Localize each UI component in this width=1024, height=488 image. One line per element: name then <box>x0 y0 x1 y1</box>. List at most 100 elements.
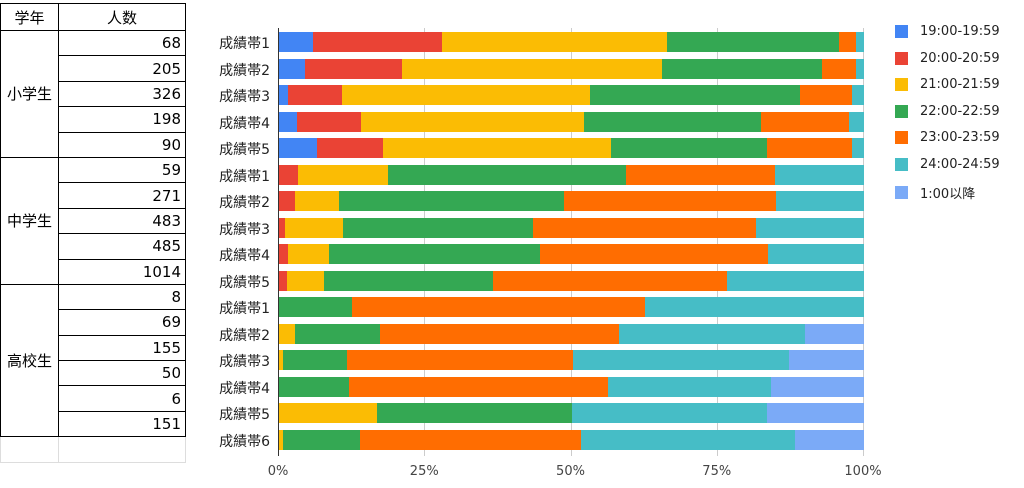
bar-segment[interactable] <box>855 58 864 79</box>
bar-segment[interactable] <box>283 350 347 370</box>
bar-segment[interactable] <box>312 32 443 52</box>
bar-segment[interactable] <box>296 111 362 132</box>
bar-segment[interactable] <box>839 32 856 52</box>
bar-segment[interactable] <box>348 376 608 397</box>
bar-segment[interactable] <box>492 270 727 291</box>
count-cell[interactable]: 326 <box>58 80 186 108</box>
bar-segment[interactable] <box>788 350 864 370</box>
bar-segment[interactable] <box>288 85 342 105</box>
bar-segment[interactable] <box>766 403 864 423</box>
empty-cell[interactable] <box>0 436 59 463</box>
bar-segment[interactable] <box>618 323 805 344</box>
bar-segment[interactable] <box>855 32 864 52</box>
bar-segment[interactable] <box>346 350 574 370</box>
legend-item[interactable]: 1:00以降 <box>895 183 975 202</box>
count-cell[interactable]: 1014 <box>58 258 186 285</box>
bar-segment[interactable] <box>341 85 590 105</box>
bar-segment[interactable] <box>284 217 343 238</box>
bar-segment[interactable] <box>294 191 339 211</box>
bar-segment[interactable] <box>661 58 822 79</box>
bar-segment[interactable] <box>324 270 493 291</box>
bar-segment[interactable] <box>376 403 573 423</box>
bar-segment[interactable] <box>851 85 864 105</box>
bar-segment[interactable] <box>756 217 864 238</box>
bar-segment[interactable] <box>589 85 800 105</box>
bar-segment[interactable] <box>766 138 852 158</box>
legend-item[interactable]: 20:00-20:59 <box>895 51 1000 66</box>
bar-segment[interactable] <box>317 138 384 158</box>
bar-segment[interactable] <box>360 429 581 450</box>
bar-segment[interactable] <box>351 297 646 317</box>
count-cell[interactable]: 198 <box>58 106 186 133</box>
bar-segment[interactable] <box>288 244 329 264</box>
bar-segment[interactable] <box>775 164 864 185</box>
bar-segment[interactable] <box>342 217 533 238</box>
bar-segment[interactable] <box>298 164 388 185</box>
bar-segment[interactable] <box>279 164 299 185</box>
bar-segment[interactable] <box>279 429 284 450</box>
bar-segment[interactable] <box>361 111 584 132</box>
bar-segment[interactable] <box>295 323 381 344</box>
count-cell[interactable]: 151 <box>58 410 186 438</box>
bar-segment[interactable] <box>770 376 864 397</box>
bar-segment[interactable] <box>402 58 662 79</box>
bar-segment[interactable] <box>287 270 325 291</box>
bar-segment[interactable] <box>726 270 864 291</box>
bar-segment[interactable] <box>849 111 864 132</box>
count-cell[interactable]: 50 <box>58 360 186 387</box>
bar-segment[interactable] <box>580 429 795 450</box>
grade-cell[interactable]: 中学生 <box>0 156 59 285</box>
count-cell[interactable]: 68 <box>58 29 186 57</box>
bar-segment[interactable] <box>279 85 289 105</box>
bar-segment[interactable] <box>279 350 284 370</box>
bar-segment[interactable] <box>804 323 864 344</box>
count-cell[interactable]: 59 <box>58 156 186 184</box>
bar-segment[interactable] <box>794 429 864 450</box>
bar-segment[interactable] <box>821 58 856 79</box>
bar-segment[interactable] <box>626 164 776 185</box>
bar-segment[interactable] <box>279 244 289 264</box>
count-cell[interactable]: 90 <box>58 131 186 158</box>
bar-segment[interactable] <box>279 376 349 397</box>
bar-segment[interactable] <box>532 217 757 238</box>
legend-item[interactable]: 22:00-22:59 <box>895 104 1000 119</box>
bar-segment[interactable] <box>279 138 318 158</box>
bar-segment[interactable] <box>799 85 852 105</box>
grade-cell[interactable]: 高校生 <box>0 283 59 438</box>
bar-segment[interactable] <box>607 376 771 397</box>
bar-segment[interactable] <box>768 244 864 264</box>
bar-segment[interactable] <box>279 111 297 132</box>
bar-segment[interactable] <box>279 32 313 52</box>
count-cell[interactable]: 485 <box>58 233 186 260</box>
bar-segment[interactable] <box>283 429 361 450</box>
bar-segment[interactable] <box>775 191 864 211</box>
bar-segment[interactable] <box>851 138 864 158</box>
bar-segment[interactable] <box>279 270 288 291</box>
count-cell[interactable]: 205 <box>58 55 186 82</box>
bar-segment[interactable] <box>666 32 840 52</box>
bar-segment[interactable] <box>279 323 296 344</box>
empty-cell[interactable] <box>58 436 186 463</box>
count-cell[interactable]: 483 <box>58 207 186 235</box>
bar-segment[interactable] <box>573 350 789 370</box>
legend-item[interactable]: 21:00-21:59 <box>895 77 1000 92</box>
bar-segment[interactable] <box>540 244 769 264</box>
legend-item[interactable]: 24:00-24:59 <box>895 157 1000 172</box>
bar-segment[interactable] <box>305 58 403 79</box>
bar-segment[interactable] <box>572 403 767 423</box>
bar-segment[interactable] <box>279 191 295 211</box>
bar-segment[interactable] <box>279 58 306 79</box>
legend-item[interactable]: 23:00-23:59 <box>895 130 1000 145</box>
bar-segment[interactable] <box>645 297 864 317</box>
legend-item[interactable]: 19:00-19:59 <box>895 24 1000 39</box>
bar-segment[interactable] <box>442 32 667 52</box>
bar-segment[interactable] <box>279 297 352 317</box>
bar-segment[interactable] <box>387 164 627 185</box>
bar-segment[interactable] <box>761 111 850 132</box>
bar-segment[interactable] <box>279 403 377 423</box>
count-cell[interactable]: 271 <box>58 182 186 209</box>
bar-segment[interactable] <box>583 111 762 132</box>
bar-segment[interactable] <box>279 217 285 238</box>
bar-segment[interactable] <box>338 191 564 211</box>
bar-segment[interactable] <box>383 138 612 158</box>
